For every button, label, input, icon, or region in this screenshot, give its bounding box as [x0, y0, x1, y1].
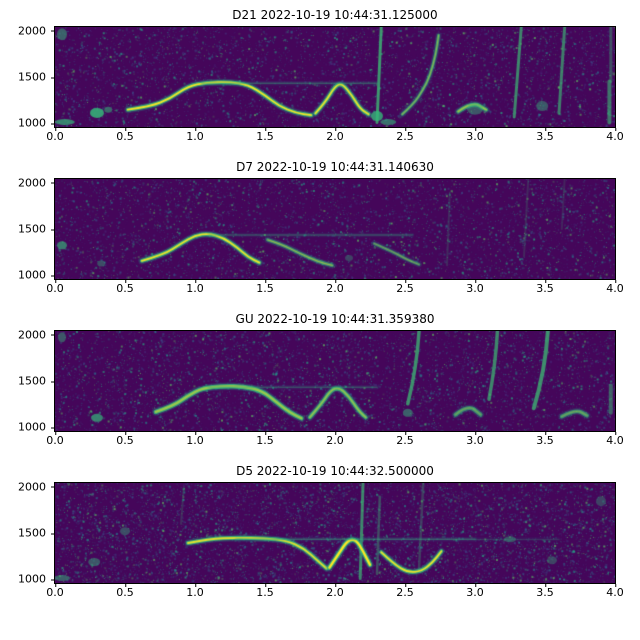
y-tick-label: 1000	[18, 268, 55, 282]
y-tick-label: 2000	[18, 328, 55, 342]
x-tick-label: 1.0	[186, 127, 204, 143]
x-tick-label: 2.5	[396, 431, 414, 447]
spectrogram-panel-d5: D5 2022-10-19 10:44:32.500000 2000 1500 10…	[6, 462, 640, 600]
x-tick-label: 3.0	[466, 583, 484, 599]
spectrogram-canvas	[54, 178, 616, 280]
y-axis-ticks: 2000 1500 1000	[6, 328, 55, 434]
spectrogram-canvas	[54, 330, 616, 432]
subplot-title: D21 2022-10-19 10:44:31.125000	[232, 8, 438, 22]
x-tick-label: 1.0	[186, 279, 204, 295]
spectrogram-panel-d7: D7 2022-10-19 10:44:31.140630 2000 1500 10…	[6, 158, 640, 296]
x-tick-label: 2.0	[326, 279, 344, 295]
spectrogram-canvas	[54, 482, 616, 584]
x-tick-label: 2.5	[396, 583, 414, 599]
x-axis-ticks: 0.0 0.5 1.0 1.5 2.0 2.5 3.0 3.5 4.0	[46, 279, 624, 296]
x-tick-label: 2.0	[326, 583, 344, 599]
x-tick-label: 0.0	[46, 583, 64, 599]
y-tick-label: 1000	[18, 420, 55, 434]
x-tick-label: 2.5	[396, 279, 414, 295]
x-tick-label: 0.0	[46, 431, 64, 447]
x-tick-label: 3.5	[536, 583, 554, 599]
spectrogram-canvas	[54, 26, 616, 128]
y-tick-label: 1500	[18, 526, 55, 540]
x-tick-label: 3.5	[536, 431, 554, 447]
x-tick-label: 1.0	[186, 583, 204, 599]
x-tick-label: 3.0	[466, 127, 484, 143]
plot-row: 2000 1500 1000	[6, 328, 640, 434]
y-tick-label: 2000	[18, 176, 55, 190]
subplot-title: D7 2022-10-19 10:44:31.140630	[236, 160, 434, 174]
x-tick-label: 4.0	[606, 431, 624, 447]
x-tick-label: 1.5	[256, 583, 274, 599]
x-axis-ticks: 0.0 0.5 1.0 1.5 2.0 2.5 3.0 3.5 4.0	[46, 583, 624, 600]
x-tick-label: 0.0	[46, 279, 64, 295]
x-tick-label: 4.0	[606, 583, 624, 599]
x-axis-ticks: 0.0 0.5 1.0 1.5 2.0 2.5 3.0 3.5 4.0	[46, 127, 624, 144]
x-tick-label: 3.5	[536, 279, 554, 295]
y-axis-ticks: 2000 1500 1000	[6, 24, 55, 130]
x-tick-label: 0.5	[116, 583, 134, 599]
x-tick-label: 0.5	[116, 127, 134, 143]
x-tick-label: 1.5	[256, 431, 274, 447]
spectrogram-panel-gu: GU 2022-10-19 10:44:31.359380 2000 1500 10…	[6, 310, 640, 448]
x-tick-label: 4.0	[606, 279, 624, 295]
plot-row: 2000 1500 1000	[6, 24, 640, 130]
x-tick-label: 3.0	[466, 431, 484, 447]
subplot-title: D5 2022-10-19 10:44:32.500000	[236, 464, 434, 478]
x-tick-label: 1.0	[186, 431, 204, 447]
y-tick-label: 1000	[18, 116, 55, 130]
y-tick-label: 1500	[18, 374, 55, 388]
x-tick-label: 0.0	[46, 127, 64, 143]
subplot-title: GU 2022-10-19 10:44:31.359380	[235, 312, 435, 326]
y-tick-label: 1000	[18, 572, 55, 586]
x-tick-label: 0.5	[116, 431, 134, 447]
y-tick-label: 2000	[18, 480, 55, 494]
plot-row: 2000 1500 1000	[6, 480, 640, 586]
x-tick-label: 1.5	[256, 127, 274, 143]
x-axis-ticks: 0.0 0.5 1.0 1.5 2.0 2.5 3.0 3.5 4.0	[46, 431, 624, 448]
x-tick-label: 0.5	[116, 279, 134, 295]
spectrogram-figure: D21 2022-10-19 10:44:31.125000 2000 1500 1…	[6, 6, 640, 600]
y-tick-label: 1500	[18, 70, 55, 84]
y-axis-ticks: 2000 1500 1000	[6, 480, 55, 586]
spectrogram-panel-d21: D21 2022-10-19 10:44:31.125000 2000 1500 1…	[6, 6, 640, 144]
x-tick-label: 2.0	[326, 431, 344, 447]
x-tick-label: 3.0	[466, 279, 484, 295]
y-axis-ticks: 2000 1500 1000	[6, 176, 55, 282]
x-tick-label: 4.0	[606, 127, 624, 143]
x-tick-label: 2.5	[396, 127, 414, 143]
x-tick-label: 1.5	[256, 279, 274, 295]
x-tick-label: 2.0	[326, 127, 344, 143]
y-tick-label: 1500	[18, 222, 55, 236]
x-tick-label: 3.5	[536, 127, 554, 143]
plot-row: 2000 1500 1000	[6, 176, 640, 282]
y-tick-label: 2000	[18, 24, 55, 38]
